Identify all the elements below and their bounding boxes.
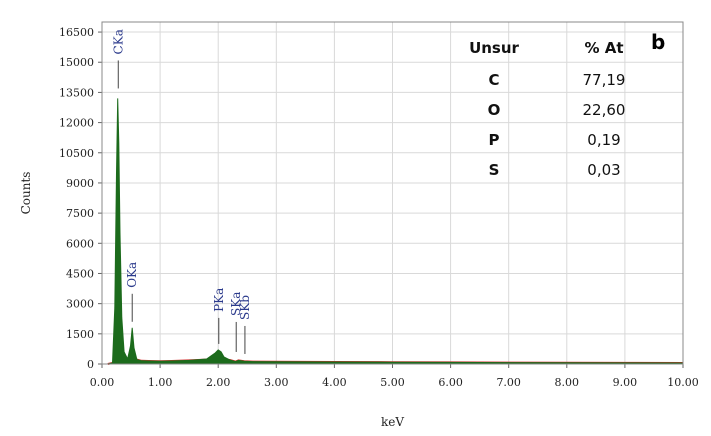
y-tick-label: 0	[87, 358, 94, 371]
table-cell-value: 0,03	[587, 161, 620, 179]
table-header-percent: % At	[584, 39, 623, 57]
table-cell-element: S	[489, 161, 500, 179]
table-cell-element: O	[488, 101, 501, 119]
x-tick-label: 2.00	[206, 376, 231, 389]
y-tick-label: 6000	[66, 237, 94, 250]
y-axis-title: Counts	[19, 172, 33, 215]
x-axis-ticks: 0.00 1.00 2.00 3.00 4.00 5.00 6.00 7.00 8.00 9.00…	[90, 364, 699, 389]
y-tick-label: 3000	[66, 298, 94, 311]
y-tick-label: 15000	[59, 56, 94, 69]
table-cell-value: 0,19	[587, 131, 620, 149]
x-tick-label: 1.00	[148, 376, 173, 389]
x-tick-label: 0.00	[90, 376, 115, 389]
table-cell-value: 77,19	[583, 71, 626, 89]
table-cell-value: 22,60	[583, 101, 626, 119]
y-tick-label: 10500	[59, 147, 94, 160]
panel-label: b	[651, 30, 665, 54]
table-cell-element: P	[489, 131, 500, 149]
y-tick-label: 9000	[66, 177, 94, 190]
peak-label: SKb	[238, 295, 252, 320]
y-tick-label: 4500	[66, 267, 94, 280]
y-tick-label: 13500	[59, 86, 94, 99]
x-tick-label: 4.00	[322, 376, 347, 389]
plot-frame	[101, 21, 684, 365]
spectrum-area	[107, 98, 684, 365]
peak-label: PKa	[212, 288, 226, 312]
peak-label: OKa	[125, 262, 139, 288]
composition-table: Unsur % At C 77,19 O 22,60 P 0,19 S 0,03	[469, 39, 625, 179]
table-header-unsur: Unsur	[469, 39, 519, 57]
y-tick-label: 7500	[66, 207, 94, 220]
y-tick-label: 16500	[59, 26, 94, 39]
y-tick-label: 1500	[66, 328, 94, 341]
x-tick-label: 7.00	[496, 376, 521, 389]
y-axis-ticks: 0 1500 3000 4500 6000 7500 9000 10500 12000 13500…	[59, 26, 102, 371]
y-tick-label: 12000	[59, 117, 94, 130]
x-tick-label: 8.00	[555, 376, 580, 389]
x-tick-label: 9.00	[613, 376, 638, 389]
x-tick-label: 6.00	[438, 376, 463, 389]
spectrum-series	[107, 98, 684, 365]
x-tick-label: 10.00	[667, 376, 699, 389]
peak-label: SKa	[229, 292, 243, 316]
x-tick-label: 5.00	[380, 376, 405, 389]
table-cell-element: C	[488, 71, 499, 89]
peak-label: CKa	[111, 29, 125, 54]
x-axis-title: keV	[381, 415, 404, 429]
x-tick-label: 3.00	[264, 376, 289, 389]
